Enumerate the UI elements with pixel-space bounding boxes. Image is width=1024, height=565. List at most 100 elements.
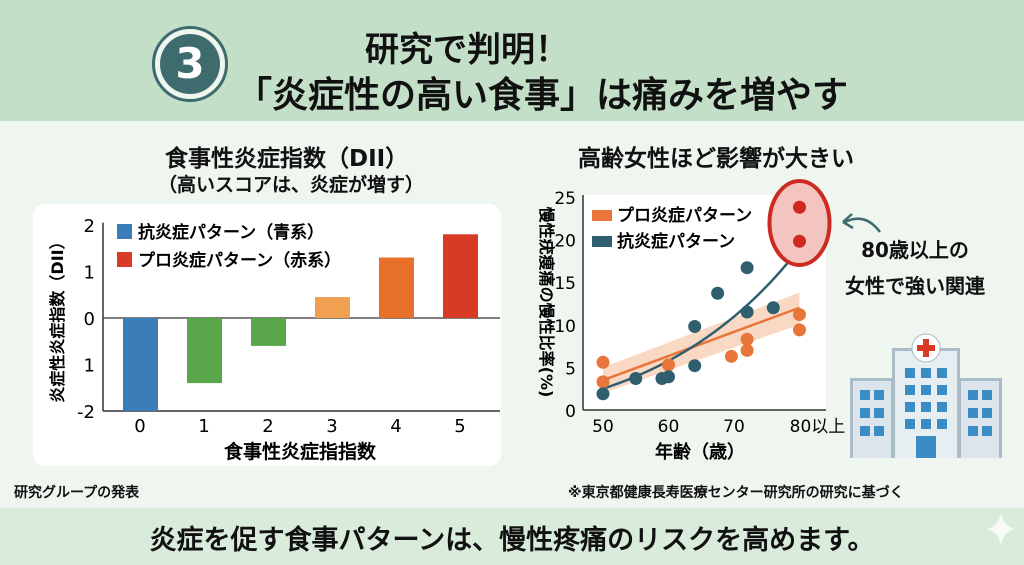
annotation: 80歳以上の 女性で強い関連: [840, 232, 990, 304]
bar: [379, 257, 414, 318]
window: [860, 408, 870, 418]
data-point: [793, 308, 806, 322]
title-line2: 「炎症性の高い食事」は痛みを増やす: [236, 75, 849, 116]
data-point: [596, 375, 610, 389]
data-point: [793, 200, 806, 214]
window: [860, 426, 870, 436]
data-point: [711, 286, 725, 300]
legend-swatch: [117, 224, 132, 239]
source-note: ※東京都健康長寿医療センター研究所の研究に基づく: [568, 485, 904, 501]
y-tick-label: 0: [565, 402, 576, 422]
sparkle-icon: [986, 512, 1016, 546]
data-point: [766, 301, 780, 315]
x-tick-label: 0: [134, 416, 145, 437]
footer-message: 炎症を促す食事パターンは、慢性疼痛のリスクを高めます。: [149, 525, 875, 556]
y-tick-label: 0: [84, 309, 95, 330]
window: [921, 368, 931, 378]
window: [937, 368, 947, 378]
data-point: [740, 343, 754, 357]
window: [905, 419, 915, 429]
data-point: [662, 370, 675, 384]
y-tick-label: -2: [77, 402, 95, 423]
y-tick-label: 1: [84, 263, 95, 284]
window: [921, 402, 931, 412]
window: [860, 390, 870, 400]
data-point: [688, 320, 702, 334]
legend-label: プロ炎症パターン: [617, 205, 752, 226]
x-axis-label: 年齢（歳）: [655, 441, 745, 463]
y-axis-label: 炎症性炎症指数（DII）: [48, 233, 67, 402]
data-point: [793, 234, 806, 248]
data-point: [793, 323, 806, 337]
source-text: 研究グループの発表: [14, 485, 140, 501]
x-tick-label: 60: [658, 417, 680, 437]
legend-label: 抗炎症パターン: [617, 231, 735, 252]
hospital-icon: [850, 333, 1002, 458]
legend-swatch: [117, 252, 132, 267]
legend-swatch: [592, 210, 612, 221]
data-point: [688, 359, 702, 373]
annotation-line2: 女性で強い関連: [845, 274, 985, 298]
y-tick-label: 15: [554, 274, 576, 294]
bar-chart: 2 1 0 1 -2 0 1 2 3 4 5 食事性炎症指指数 炎症性炎症指数（DII） 抗炎症パターン（…: [48, 216, 500, 463]
data-point: [629, 371, 643, 385]
right-chart-title: 高齢女性ほど影響が大きい: [578, 146, 854, 172]
window: [905, 368, 915, 378]
window: [982, 408, 992, 418]
x-axis-label: 食事性炎症指指数: [224, 440, 377, 463]
step-number: 3: [160, 34, 220, 94]
bar: [443, 234, 478, 318]
left-chart-title: 食事性炎症指数（DII）: [165, 146, 409, 172]
y-tick-label: 25: [554, 189, 576, 209]
window: [874, 408, 884, 418]
y-tick-label: 2: [84, 216, 95, 237]
legend-label: 抗炎症パターン（青系）: [138, 222, 324, 243]
y-tick-label: 5: [565, 359, 576, 379]
data-point: [740, 261, 754, 275]
window: [874, 426, 884, 436]
window: [982, 426, 992, 436]
window: [937, 385, 947, 395]
arrow-head: [842, 213, 854, 230]
window: [968, 408, 978, 418]
data-point: [596, 387, 610, 401]
x-tick-label: 3: [326, 416, 337, 437]
y-axis-label: 慢性疣瘦痛の慢性比率(%): [537, 207, 556, 398]
data-point: [596, 355, 610, 369]
data-point: [724, 349, 738, 363]
x-tick-label: 2: [262, 416, 273, 437]
y-tick-label: 1: [84, 356, 95, 377]
y-tick-label: 10: [554, 317, 576, 337]
window: [982, 390, 992, 400]
footer-band: [0, 508, 1024, 565]
bar: [315, 297, 350, 318]
window: [874, 390, 884, 400]
legend-swatch: [592, 236, 612, 247]
window: [968, 426, 978, 436]
x-tick-label: 5: [454, 416, 465, 437]
trend-line-pro: [602, 306, 800, 382]
window: [968, 390, 978, 400]
curved-arrow-icon: [844, 217, 881, 233]
x-tick-label: 80以上: [790, 417, 846, 437]
bar: [251, 318, 286, 346]
window: [905, 402, 915, 412]
window: [937, 419, 947, 429]
bar: [123, 318, 158, 411]
legend-label: プロ炎症パターン（赤系）: [138, 250, 341, 271]
x-tick-label: 4: [390, 416, 401, 437]
data-point: [740, 305, 754, 319]
bar: [187, 318, 222, 384]
highlight-circle: [767, 179, 832, 267]
step-badge: 3: [152, 26, 228, 102]
data-point: [662, 358, 675, 372]
x-tick-label: 50: [592, 417, 614, 437]
y-tick-label: 20: [554, 232, 576, 252]
title-line1: 研究で判明！: [365, 30, 569, 70]
window: [937, 402, 947, 412]
x-tick-label: 70: [723, 417, 745, 437]
data-point: [740, 332, 754, 346]
window: [921, 385, 931, 395]
window: [905, 385, 915, 395]
